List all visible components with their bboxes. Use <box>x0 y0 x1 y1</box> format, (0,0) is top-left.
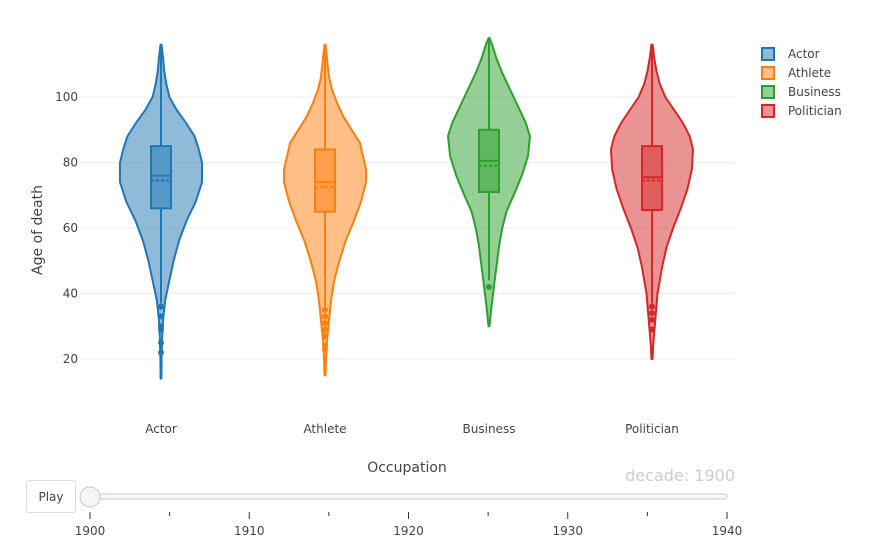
violins <box>119 37 694 380</box>
outlier-point <box>322 313 328 320</box>
legend: Actor Athlete Business Politician <box>761 47 842 118</box>
legend-item-athlete[interactable]: Athlete <box>761 66 831 80</box>
violin-actor <box>119 43 203 380</box>
outlier-point <box>649 316 655 323</box>
legend-label: Actor <box>788 47 820 61</box>
decade-slider[interactable]: 1900 1910 1920 1930 1940 <box>75 486 743 538</box>
box <box>150 145 172 210</box>
x-tick-label: Actor <box>145 422 177 436</box>
play-button[interactable]: Play <box>26 480 76 513</box>
slider-tick-label: 1910 <box>234 524 265 538</box>
violin-athlete <box>283 43 367 377</box>
slider-ticks: 1900 1910 1920 1930 1940 <box>75 512 743 538</box>
x-tick-label: Athlete <box>303 422 346 436</box>
y-axis-ticks: 20 40 60 80 100 <box>55 90 78 366</box>
y-tick-label: 80 <box>63 156 78 170</box>
outlier-point <box>649 326 655 333</box>
legend-item-business[interactable]: Business <box>761 85 841 99</box>
y-tick-label: 100 <box>55 90 78 104</box>
outlier-point <box>649 310 655 317</box>
outlier-point <box>322 342 328 349</box>
slider-tick-label: 1940 <box>712 524 743 538</box>
outlier-point <box>322 326 328 333</box>
outlier-point <box>158 303 164 310</box>
legend-label: Politician <box>788 104 842 118</box>
x-axis-title: Occupation <box>367 460 447 476</box>
legend-swatch <box>761 85 775 99</box>
outlier-point <box>158 323 164 330</box>
legend-swatch <box>761 66 775 80</box>
outlier-point <box>322 306 328 313</box>
x-axis-ticks: Actor Athlete Business Politician <box>145 422 679 436</box>
x-tick-label: Politician <box>625 422 679 436</box>
outlier-point <box>649 303 655 310</box>
outlier-point <box>322 333 328 340</box>
slider-tick-label: 1900 <box>75 524 106 538</box>
slider-handle[interactable] <box>79 486 101 508</box>
slider-tick-label: 1920 <box>393 524 424 538</box>
slider-current-value: decade: 1900 <box>625 466 735 485</box>
legend-label: Athlete <box>788 66 831 80</box>
y-tick-label: 20 <box>63 352 78 366</box>
violin-politician <box>610 43 694 360</box>
legend-label: Business <box>788 85 841 99</box>
slider-rail[interactable] <box>89 493 728 500</box>
y-tick-label: 40 <box>63 287 78 301</box>
outlier-point <box>158 339 164 346</box>
outlier-point <box>158 313 164 320</box>
legend-item-actor[interactable]: Actor <box>761 47 820 61</box>
x-tick-label: Business <box>463 422 516 436</box>
y-axis-title: Age of death <box>30 185 46 275</box>
outlier-point <box>322 319 328 326</box>
legend-item-politician[interactable]: Politician <box>761 104 842 118</box>
box <box>314 148 336 213</box>
outlier-point <box>158 349 164 356</box>
legend-swatch <box>761 104 775 118</box>
violin-business <box>447 37 531 328</box>
outlier-point <box>486 283 492 290</box>
y-tick-label: 60 <box>63 221 78 235</box>
legend-swatch <box>761 47 775 61</box>
slider-tick-label: 1930 <box>552 524 583 538</box>
